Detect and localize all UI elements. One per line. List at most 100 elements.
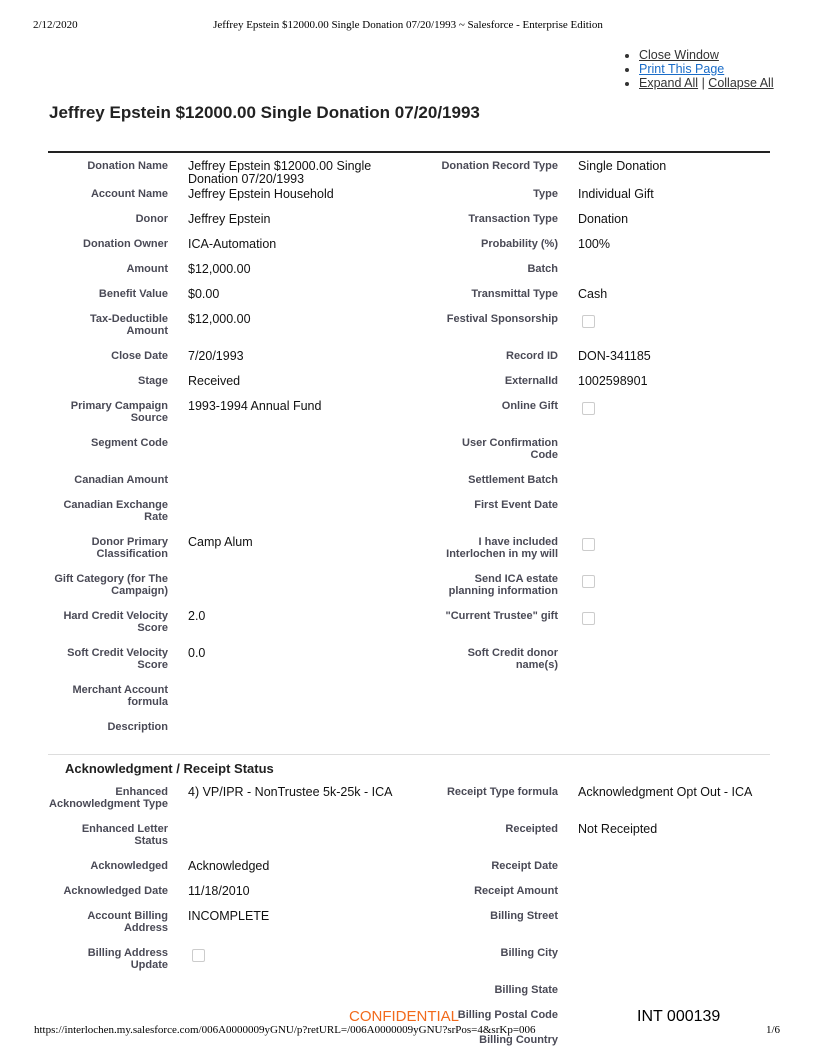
- field-label: Hard Credit Velocity Score: [63, 610, 168, 634]
- field-row: Acknowledged Acknowledged Receipt Date: [48, 858, 770, 883]
- checkbox: [582, 612, 595, 625]
- print-url: https://interlochen.my.salesforce.com/00…: [34, 1024, 536, 1036]
- field-row: Billing Address Update Billing City: [48, 945, 770, 982]
- field-value: [168, 435, 397, 472]
- field-row: Donation Owner ICA-Automation Probability …: [48, 236, 770, 261]
- field-value: [168, 821, 397, 858]
- field-row: Donation Name Jeffrey Epstein $12000.00 S…: [48, 158, 770, 186]
- field-row: Benefit Value $0.00 Transmittal Type Cash: [48, 286, 770, 311]
- field-value: [558, 682, 758, 719]
- field-value: INCOMPLETE: [188, 909, 270, 923]
- print-title: Jeffrey Epstein $12000.00 Single Donatio…: [213, 19, 603, 31]
- field-value: $0.00: [188, 287, 220, 301]
- field-label: Send ICA estate planning information: [448, 573, 558, 597]
- field-value: Single Donation: [578, 159, 667, 173]
- field-value: [168, 497, 397, 534]
- field-value: [558, 261, 758, 286]
- collapse-all-link[interactable]: Collapse All: [708, 76, 774, 90]
- field-label: Enhanced Acknowledgment Type: [49, 786, 168, 810]
- field-label: User Confirmation Code: [462, 437, 558, 461]
- section-header-acknowledgment[interactable]: Acknowledgment / Receipt Status: [48, 754, 770, 784]
- field-label: Acknowledged: [90, 860, 168, 872]
- confidential-stamp: CONFIDENTIAL: [349, 1008, 460, 1025]
- detail-section: Donation Name Jeffrey Epstein $12000.00 S…: [48, 151, 770, 1056]
- field-row: Close Date 7/20/1993 Record ID DON-341185: [48, 348, 770, 373]
- field-value: [168, 682, 397, 719]
- field-value: [558, 719, 758, 744]
- field-value: [558, 883, 758, 908]
- field-label: Account Billing Address: [87, 910, 168, 934]
- field-value: [558, 398, 758, 435]
- field-value: [558, 311, 758, 348]
- field-value: DON-341185: [578, 349, 651, 363]
- acknowledgment-information: Enhanced Acknowledgment Type 4) VP/IPR - …: [48, 784, 770, 1056]
- field-row: Primary Campaign Source 1993-1994 Annual …: [48, 398, 770, 435]
- field-label: Canadian Exchange Rate: [63, 499, 168, 523]
- field-label: Settlement Batch: [468, 474, 558, 486]
- field-value: Donation: [578, 212, 629, 226]
- field-value: [168, 719, 397, 744]
- checkbox: [192, 949, 205, 962]
- field-value: Acknowledged: [188, 859, 270, 873]
- expand-all-link[interactable]: Expand All: [639, 76, 699, 90]
- field-row: Tax-Deductible Amount $12,000.00 Festival …: [48, 311, 770, 348]
- field-label: Billing City: [500, 947, 558, 959]
- field-label: Enhanced Letter Status: [81, 823, 168, 847]
- field-value: 11/18/2010: [188, 884, 250, 898]
- field-row: Hard Credit Velocity Score 2.0 "Current Tr…: [48, 608, 770, 645]
- field-value: [558, 435, 758, 472]
- field-value: [168, 982, 397, 1007]
- field-row: Merchant Account formula: [48, 682, 770, 719]
- bates-number: INT 000139: [637, 1008, 721, 1025]
- checkbox: [582, 575, 595, 588]
- field-value: 0.0: [188, 646, 206, 660]
- close-window-link[interactable]: Close Window: [639, 48, 719, 62]
- field-label: Soft Credit Velocity Score: [67, 647, 168, 671]
- field-label: Donation Name: [87, 160, 168, 172]
- field-label: First Event Date: [474, 499, 558, 511]
- field-row: Gift Category (for The Campaign) Send ICA…: [48, 571, 770, 608]
- field-label: Receipt Amount: [474, 885, 558, 897]
- field-label: Description: [107, 721, 168, 733]
- link-separator: |: [701, 76, 705, 90]
- field-value: 1002598901: [578, 374, 648, 388]
- field-label: Account Name: [90, 188, 168, 200]
- field-value: ICA-Automation: [188, 237, 277, 251]
- field-label: Canadian Amount: [74, 474, 168, 486]
- field-label: Billing Country: [479, 1034, 558, 1046]
- field-value: [168, 945, 397, 982]
- field-value: [558, 472, 758, 497]
- print-page-link[interactable]: Print This Page: [639, 62, 725, 76]
- field-row: Donor Jeffrey Epstein Transaction Type Dona…: [48, 211, 770, 236]
- field-label: Close Date: [111, 350, 168, 362]
- field-label: Donation Record Type: [441, 160, 558, 172]
- field-label: Soft Credit donor name(s): [467, 647, 558, 671]
- field-label: Probability (%): [480, 238, 558, 250]
- field-value: Not Receipted: [578, 822, 658, 836]
- field-label: Billing State: [494, 984, 558, 996]
- field-label: Amount: [126, 263, 168, 275]
- field-value: Jeffrey Epstein: [188, 212, 271, 226]
- field-row: Account Name Jeffrey Epstein Household Typ…: [48, 186, 770, 211]
- field-value: [558, 645, 758, 682]
- field-value: [558, 608, 758, 645]
- field-label: Online Gift: [501, 400, 558, 412]
- field-value: [558, 908, 758, 945]
- checkbox: [582, 538, 595, 551]
- field-value: Jeffrey Epstein Household: [188, 187, 334, 201]
- field-value: [558, 945, 758, 982]
- field-row: Segment Code User Confirmation Code: [48, 435, 770, 472]
- page-title: Jeffrey Epstein $12000.00 Single Donatio…: [49, 103, 480, 122]
- field-row: Billing Country: [48, 1032, 770, 1056]
- field-value: Cash: [578, 287, 608, 301]
- field-label: Donor: [135, 213, 168, 225]
- field-value: 1993-1994 Annual Fund: [188, 399, 322, 413]
- field-label: Transmittal Type: [471, 288, 558, 300]
- field-row: Soft Credit Velocity Score 0.0 Soft Credit…: [48, 645, 770, 682]
- field-value: [558, 534, 758, 571]
- field-row: Donor Primary Classification Camp Alum I h…: [48, 534, 770, 571]
- field-label: Merchant Account formula: [72, 684, 168, 708]
- field-label: Festival Sponsorship: [446, 313, 558, 325]
- field-label: Acknowledged Date: [63, 885, 168, 897]
